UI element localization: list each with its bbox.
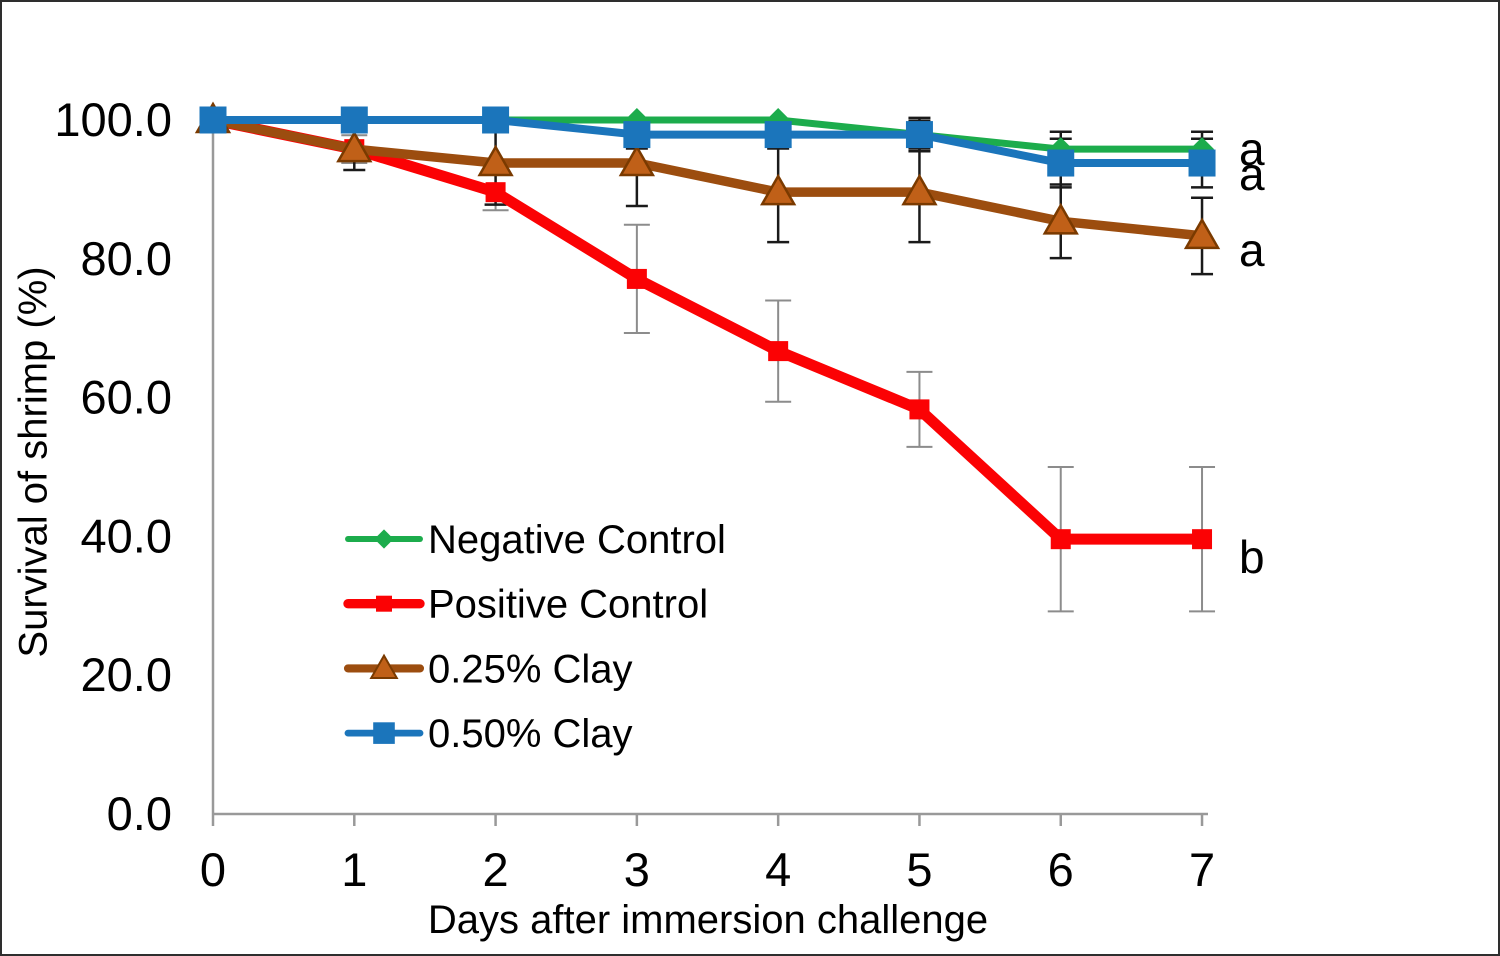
marker-positive-control bbox=[1050, 529, 1071, 550]
marker-0-50-clay bbox=[1188, 149, 1216, 177]
marker-0-50-clay bbox=[764, 121, 792, 149]
x-tick-label: 5 bbox=[906, 843, 932, 896]
legend-label: 0.25% Clay bbox=[428, 647, 633, 691]
marker-0-25-clay bbox=[618, 144, 656, 177]
legend-entry-0-25-clay: 0.25% Clay bbox=[343, 647, 633, 691]
significance-letter: b bbox=[1239, 531, 1265, 583]
marker-0-50-clay bbox=[482, 106, 510, 134]
series-0-50-clay bbox=[199, 106, 1216, 177]
annotations: a b aa bbox=[1239, 123, 1265, 583]
x-tick-label: 0 bbox=[200, 843, 226, 896]
marker-positive-control bbox=[1192, 529, 1213, 550]
y-tick-label: 60.0 bbox=[81, 371, 172, 424]
marker-0-50-clay bbox=[623, 121, 651, 149]
x-tick-label: 7 bbox=[1189, 843, 1215, 896]
y-axis-title: Survival of shrimp (%) bbox=[11, 266, 56, 658]
y-tick-label: 100.0 bbox=[54, 93, 172, 146]
marker-positive-control bbox=[485, 182, 506, 203]
x-tick-label: 3 bbox=[624, 843, 650, 896]
legend-label: 0.50% Clay bbox=[428, 712, 633, 756]
y-tick-label: 80.0 bbox=[81, 232, 172, 285]
legend-marker bbox=[376, 595, 392, 612]
x-tick-label: 2 bbox=[483, 843, 509, 896]
marker-0-50-clay bbox=[340, 106, 368, 134]
marker-0-25-clay bbox=[477, 144, 514, 177]
legend-marker bbox=[373, 722, 395, 744]
legend-entry-negative-control: Negative Control bbox=[345, 518, 726, 562]
marker-0-25-clay bbox=[1183, 217, 1221, 250]
series-line-positive-control bbox=[207, 114, 1208, 545]
marker-0-25-clay bbox=[901, 173, 938, 206]
legend-entry-positive-control: Positive Control bbox=[343, 583, 708, 627]
legend-label: Positive Control bbox=[428, 583, 708, 627]
series-line-0-50-clay bbox=[209, 116, 1207, 168]
marker-0-50-clay bbox=[905, 121, 933, 149]
legend-label: Negative Control bbox=[428, 518, 726, 562]
marker-positive-control bbox=[768, 341, 789, 362]
legend-marker bbox=[374, 529, 394, 549]
marker-0-25-clay bbox=[1042, 202, 1079, 235]
marker-0-25-clay bbox=[336, 130, 373, 163]
series-line-0-25-clay bbox=[208, 115, 1207, 241]
significance-letter: a bbox=[1239, 123, 1265, 175]
marker-0-50-clay bbox=[1047, 149, 1075, 177]
marker-0-50-clay bbox=[199, 106, 227, 134]
y-tick-label: 0.0 bbox=[107, 787, 172, 840]
x-tick-label: 6 bbox=[1048, 843, 1074, 896]
x-tick-label: 4 bbox=[765, 843, 791, 896]
legend-entry-0-50-clay: 0.50% Clay bbox=[344, 712, 633, 756]
x-tick-label: 1 bbox=[341, 843, 367, 896]
legend-marker bbox=[369, 653, 399, 679]
marker-positive-control bbox=[909, 399, 930, 420]
significance-letter: a bbox=[1239, 148, 1265, 200]
significance-letter: a bbox=[1239, 224, 1265, 276]
axes bbox=[211, 106, 1208, 826]
tick-labels: 0.0 20.0 40.0 60.0 80.0 100.0 0 1 2 3 4 5 6 7 bbox=[54, 93, 1215, 896]
y-tick-label: 20.0 bbox=[81, 648, 172, 701]
marker-positive-control bbox=[626, 268, 647, 289]
x-axis-title: Days after immersion challenge bbox=[427, 898, 989, 942]
marker-0-25-clay bbox=[760, 173, 797, 206]
legend: Negative Control Positive Control 0.25% Cl… bbox=[343, 518, 726, 756]
y-tick-label: 40.0 bbox=[81, 509, 172, 562]
